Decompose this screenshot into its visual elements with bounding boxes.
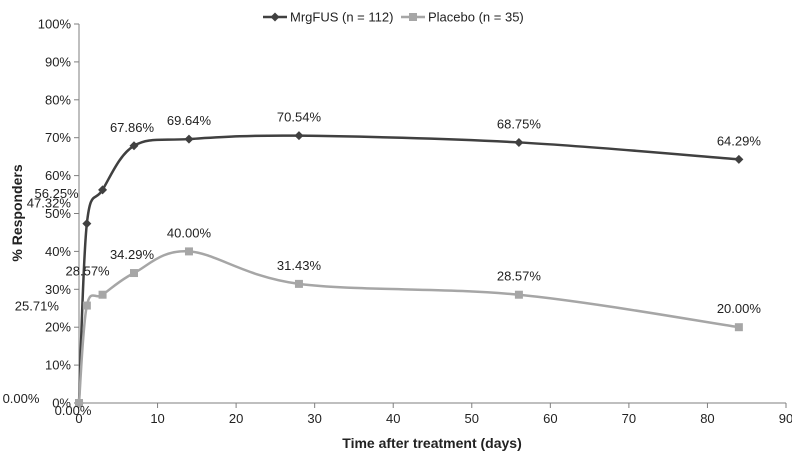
x-tick-label: 10 (150, 411, 164, 426)
x-tick-label: 40 (386, 411, 400, 426)
data-point (184, 134, 194, 144)
data-point (82, 219, 92, 229)
x-tick-label: 0 (75, 411, 82, 426)
y-tick-label: 90% (45, 54, 71, 69)
data-label: 28.57% (66, 264, 111, 279)
data-label: 70.54% (277, 110, 322, 125)
x-tick-label: 60 (543, 411, 557, 426)
legend-item-0: MrgFUS (n = 112) (263, 10, 393, 25)
legend-marker (409, 13, 417, 21)
data-point (75, 399, 83, 407)
data-point (514, 137, 524, 147)
data-point (184, 247, 193, 256)
data-label: 28.57% (497, 269, 542, 284)
data-point (514, 290, 523, 299)
y-tick-label: 40% (45, 244, 71, 259)
data-label: 47.32% (27, 196, 72, 211)
x-tick-label: 80 (700, 411, 714, 426)
y-axis-title: % Responders (9, 164, 25, 261)
series-line (77, 250, 740, 404)
y-tick-label: 80% (45, 92, 71, 107)
series-0: 0.00% 47.32%56.25% 67.86% 69.64% 70.54% 68.75… (3, 110, 762, 408)
y-tick-label: 0% (52, 396, 71, 411)
data-label: 0.00% (3, 391, 40, 406)
series-1: 0.00% 25.71% 28.57% 34.29% 40.00% 31.43% 28.57… (15, 225, 762, 418)
x-axis-title: Time after treatment (days) (342, 435, 521, 451)
legend-item-1: Placebo (n = 35) (401, 10, 524, 25)
data-point (734, 323, 743, 332)
y-tick-label: 100% (38, 17, 72, 32)
data-label: 20.00% (717, 301, 762, 316)
data-label: 67.86% (110, 120, 155, 135)
x-tick-label: 70 (622, 411, 636, 426)
data-label: 40.00% (167, 225, 212, 240)
y-tick-label: 70% (45, 130, 71, 145)
chart-axes: 0% 10% 20% 30% 40% 50% 60% 70% 80% 90% 100% 0 10 20 30… (38, 17, 792, 427)
data-label: 68.75% (497, 116, 542, 131)
legend-marker (270, 12, 280, 22)
data-label: 0.00% (55, 403, 92, 418)
data-point (98, 290, 107, 299)
y-tick-label: 60% (45, 168, 71, 183)
data-point (129, 141, 139, 151)
data-point (129, 269, 138, 278)
y-tick-label: 30% (45, 282, 71, 297)
y-tick-label: 10% (45, 358, 71, 373)
legend-label: Placebo (n = 35) (428, 10, 524, 25)
x-tick-label: 50 (465, 411, 479, 426)
x-tick-label: 30 (307, 411, 321, 426)
data-label: 34.29% (110, 247, 155, 262)
data-label: 56.25% (35, 186, 80, 201)
data-label: 31.43% (277, 258, 322, 273)
x-tick-label: 90 (779, 411, 792, 426)
chart-series: 0.00% 47.32%56.25% 67.86% 69.64% 70.54% 68.75… (3, 110, 762, 418)
data-point (82, 301, 91, 310)
x-tick-label: 20 (229, 411, 243, 426)
series-line (77, 134, 739, 404)
legend-label: MrgFUS (n = 112) (290, 10, 393, 25)
data-point (734, 154, 744, 164)
y-tick-label: 50% (45, 206, 71, 221)
chart-legend: MrgFUS (n = 112) Placebo (n = 35) (263, 10, 524, 25)
data-label: 69.64% (167, 113, 212, 128)
data-point (98, 185, 108, 195)
data-point (294, 131, 304, 141)
data-label: 64.29% (717, 133, 762, 148)
data-label: 25.71% (15, 299, 60, 314)
y-tick-label: 20% (45, 320, 71, 335)
data-point (294, 279, 303, 288)
